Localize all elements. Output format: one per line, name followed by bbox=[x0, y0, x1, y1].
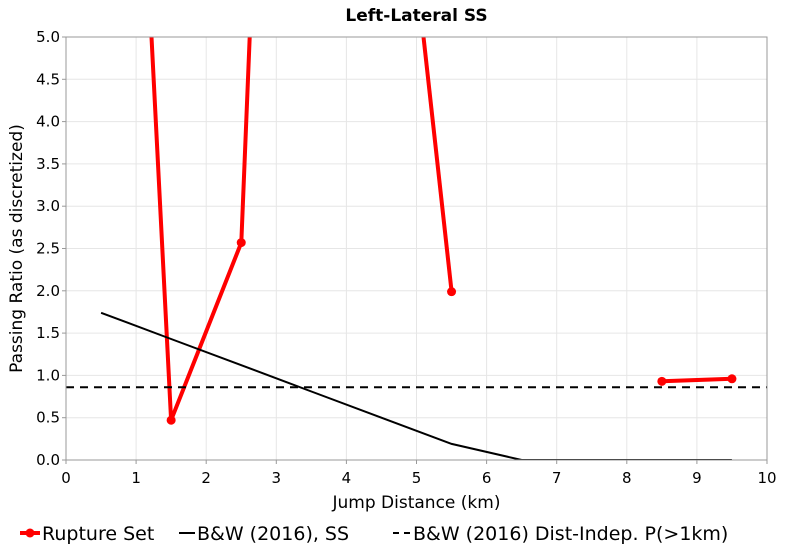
x-tick-label: 7 bbox=[552, 469, 562, 487]
legend-rupture-set-marker bbox=[25, 528, 35, 538]
y-axis-label: Passing Ratio (as discretized) bbox=[7, 124, 27, 373]
x-tick-label: 2 bbox=[201, 469, 211, 487]
x-tick-label: 3 bbox=[272, 469, 282, 487]
legend-rupture-set-label: Rupture Set bbox=[42, 523, 154, 545]
rupture-set-point bbox=[166, 415, 176, 425]
y-tick-label: 2.0 bbox=[36, 282, 60, 300]
x-tick-label: 6 bbox=[482, 469, 492, 487]
legend: Rupture Set B&W (2016), SS B&W (2016) Dist… bbox=[20, 523, 728, 545]
rupture-set-line bbox=[421, 37, 454, 292]
rupture-set-point bbox=[236, 238, 246, 248]
x-tick-label: 0 bbox=[61, 469, 71, 487]
rupture-set-point bbox=[657, 376, 667, 386]
y-tick-label: 0.5 bbox=[36, 409, 60, 427]
y-tick-label: 1.5 bbox=[36, 324, 60, 342]
y-tick-label: 4.0 bbox=[36, 113, 60, 131]
y-tick-label: 3.0 bbox=[36, 197, 60, 215]
x-axis-label: Jump Distance (km) bbox=[332, 493, 501, 513]
x-tick-label: 10 bbox=[757, 469, 776, 487]
y-tick-label: 1.0 bbox=[36, 366, 60, 384]
x-tick-label: 8 bbox=[622, 469, 632, 487]
y-tick-label: 0.0 bbox=[36, 451, 60, 469]
y-tick-label: 5.0 bbox=[36, 28, 60, 46]
rupture-set-point bbox=[447, 287, 457, 297]
chart-title: Left-Lateral SS bbox=[345, 6, 487, 26]
bw-ss-line bbox=[100, 311, 732, 460]
y-tick-label: 4.5 bbox=[36, 70, 60, 88]
rupture-set-point bbox=[727, 374, 737, 384]
legend-bw-ss-label: B&W (2016), SS bbox=[197, 523, 349, 545]
y-tick-label: 3.5 bbox=[36, 155, 60, 173]
x-tick-label: 9 bbox=[692, 469, 702, 487]
rupture-set-line bbox=[149, 37, 252, 423]
series-layer bbox=[66, 37, 767, 460]
rupture-set-line bbox=[661, 376, 732, 384]
ticks: 0 1 2 3 4 5 6 7 8 9 10 0.0 0.5 1.0 1.5 2.0 2.5 3.0 3.5 4.0 4… bbox=[36, 28, 776, 487]
x-tick-label: 1 bbox=[131, 469, 141, 487]
y-tick-label: 2.5 bbox=[36, 240, 60, 258]
legend-bw-dist-indep-label: B&W (2016) Dist-Indep. P(>1km) bbox=[413, 523, 728, 545]
x-tick-label: 4 bbox=[342, 469, 352, 487]
x-tick-label: 5 bbox=[412, 469, 422, 487]
